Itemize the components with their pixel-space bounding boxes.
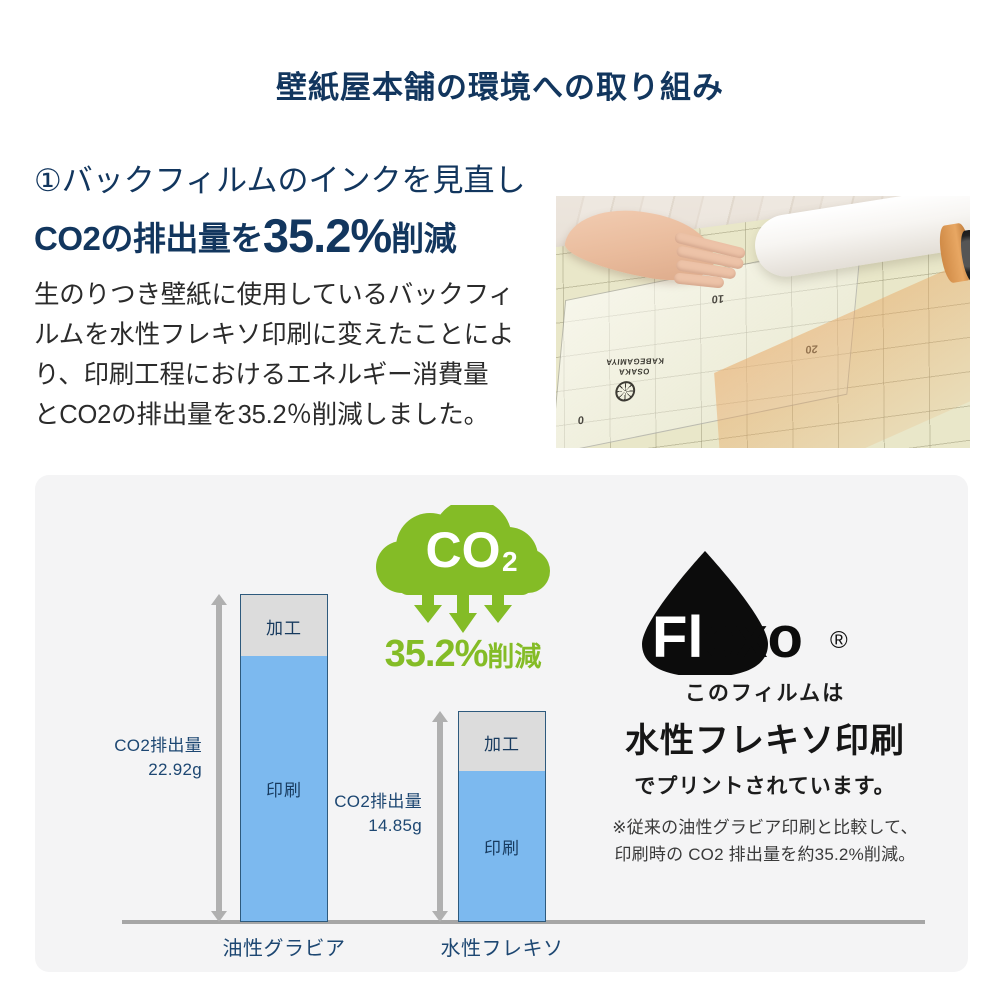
- svg-text:2: 2: [502, 546, 518, 577]
- bar-oil-gravure-processing: 加工: [241, 595, 327, 658]
- measure-label-right-line1: CO2排出量: [334, 792, 422, 811]
- body-line-1: 生のりつき壁紙に使用しているバックフィ: [34, 281, 514, 309]
- flexo-line-1: このフィルムは: [684, 682, 846, 705]
- intro-headline-2-highlight: 35.2%: [262, 209, 392, 262]
- svg-text:exo: exo: [703, 605, 803, 670]
- measure-arrow-right-head-down: [432, 911, 448, 922]
- flexo-info-block: Fl exo ® このフィルムは 水性フレキソ印刷 でプリントされています。 ※…: [600, 545, 930, 868]
- measure-arrow-right-shaft: [437, 719, 443, 914]
- wallpaper-backfilm-photo: OSAKA KABEGAMIYA 0 10 20: [556, 196, 970, 448]
- flexo-line-3: でプリントされています。: [634, 775, 896, 798]
- measure-arrow-left-shaft: [216, 602, 222, 914]
- bar-oil-gravure-processing-label: 加工: [266, 618, 302, 638]
- page-title: 壁紙屋本舗の環境への取り組み: [276, 70, 724, 105]
- intro-headline-2-suffix: 削減: [391, 220, 457, 257]
- flexo-logo: Fl exo ®: [600, 545, 930, 677]
- bar-water-flexo: 加工 印刷: [458, 711, 546, 922]
- bar-oil-gravure-printing-label: 印刷: [266, 781, 302, 800]
- flexo-note-line-2: 印刷時の CO2 排出量を約35.2%削減。: [614, 845, 916, 864]
- measure-arrow-left-head-down: [211, 911, 227, 922]
- registered-mark-icon: ®: [830, 627, 848, 654]
- flexo-note-line-1: ※従来の油性グラビア印刷と比較して、: [612, 818, 918, 837]
- measure-arrow-left: [211, 594, 227, 922]
- bar-water-flexo-processing-label: 加工: [484, 734, 520, 754]
- body-line-2: ルムを水性フレキソ印刷に変えたことによ: [34, 321, 515, 349]
- intro-headline-2: CO2の排出量を 35.2% 削減: [34, 206, 457, 262]
- bar-oil-gravure-printing: 印刷: [241, 656, 327, 921]
- co2-reduction-text: 35.2%削減: [368, 633, 558, 676]
- body-line-3: り、印刷工程におけるエネルギー消費量: [34, 361, 489, 389]
- x-axis-label-oil-gravure: 油性グラビア: [222, 938, 346, 960]
- co2-reduction-value: 35.2%: [384, 633, 489, 675]
- photo-ruler-mark-10: 10: [711, 291, 725, 305]
- x-axis-label-water-flexo: 水性フレキソ: [440, 938, 564, 960]
- co2-reduction-badge: CO 2 35.2%削減: [368, 505, 558, 675]
- flexo-note: ※従来の油性グラビア印刷と比較して、 印刷時の CO2 排出量を約35.2%削減…: [600, 814, 930, 868]
- bar-water-flexo-printing-label: 印刷: [484, 838, 520, 858]
- measure-label-right: CO2排出量 14.85g: [312, 790, 422, 838]
- bar-water-flexo-printing: 印刷: [459, 771, 545, 921]
- photo-ruler-mark-0: 0: [577, 413, 585, 426]
- flexo-line-2: 水性フレキソ印刷: [625, 722, 905, 760]
- body-line-4: とCO2の排出量を35.2％削減しました。: [34, 401, 489, 429]
- measure-label-left-line1: CO2排出量: [114, 736, 202, 755]
- photo-brand-mark-text: OSAKA KABEGAMIYA: [605, 356, 665, 377]
- measure-arrow-right: [432, 711, 448, 922]
- svg-text:CO: CO: [426, 522, 501, 578]
- bar-water-flexo-processing: 加工: [459, 712, 545, 773]
- intro-body-copy: 生のりつき壁紙に使用しているバックフィ ルムを水性フレキソ印刷に変えたことによ …: [34, 275, 544, 435]
- svg-text:Fl: Fl: [652, 605, 704, 670]
- co2-reduction-word: 削減: [487, 642, 542, 672]
- chart-baseline: [122, 920, 925, 924]
- measure-label-left: CO2排出量 22.92g: [92, 734, 202, 782]
- measure-arrow-right-head-up: [432, 711, 448, 722]
- flexo-droplet-icon: Fl exo: [642, 551, 803, 677]
- intro-headline-1: ①バックフィルムのインクを見直し: [34, 163, 526, 198]
- measure-label-left-line2: 22.92g: [148, 760, 202, 779]
- co2-cloud-icon: CO 2: [376, 505, 550, 633]
- measure-label-right-line2: 14.85g: [368, 816, 422, 835]
- intro-headline-2-prefix: CO2の排出量を: [34, 220, 263, 257]
- measure-arrow-left-head-up: [211, 594, 227, 605]
- bar-oil-gravure: 加工 印刷: [240, 594, 328, 922]
